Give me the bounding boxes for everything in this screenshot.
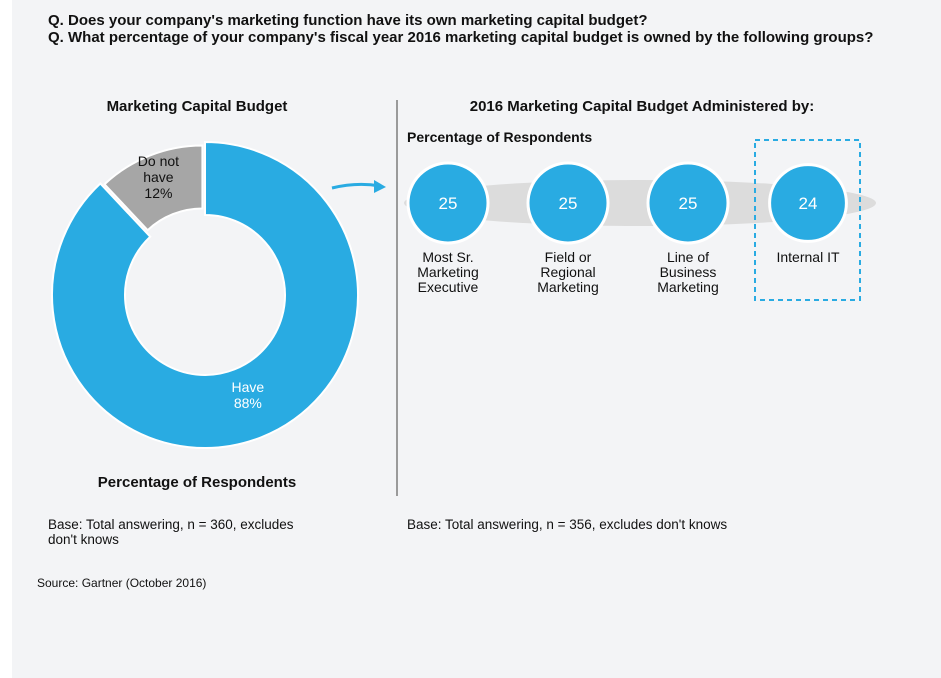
- bubble: [768, 163, 848, 243]
- note: Base: Total answering, n = 356, excludes…: [407, 517, 728, 532]
- subtitle: Percentage of Respondents: [407, 129, 593, 145]
- question: Q. Does your company's marketing functio…: [48, 12, 648, 29]
- slice-value: 12%: [144, 185, 173, 202]
- category-label: Internal IT: [776, 249, 840, 265]
- question: Q. What percentage of your company's fis…: [48, 29, 874, 46]
- slice: [103, 144, 204, 232]
- category-label: Field or Regional Marketing: [537, 249, 599, 295]
- slice: [51, 140, 359, 449]
- arrow-head: [374, 180, 386, 193]
- arrow: [331, 182, 381, 190]
- page: 25 25 25 24 Q. Does your company's marketin…: [12, 0, 941, 678]
- highlight-box: [754, 139, 861, 301]
- category-label: Most Sr. Marketing Executive: [417, 249, 479, 295]
- bubble-value: 25: [559, 194, 578, 213]
- bubble-value: 25: [679, 194, 698, 213]
- slice-label: Do not have: [137, 153, 180, 186]
- note: Base: Total answering, n = 360, excludes…: [48, 517, 294, 547]
- bubble-value: 25: [439, 194, 458, 213]
- bubble: [646, 161, 730, 245]
- slice-label: Have: [231, 379, 265, 396]
- axis-label: Percentage of Respondents: [97, 474, 297, 491]
- category-label: Line of Business Marketing: [657, 249, 719, 295]
- chart: 25 25 25 24: [51, 100, 876, 496]
- slice-value: 88%: [233, 395, 262, 412]
- source: Source: Gartner (October 2016): [37, 576, 207, 590]
- chart-title: 2016 Marketing Capital Budget Administer…: [469, 98, 815, 115]
- bubble-value: 24: [799, 194, 818, 213]
- chart-title: Marketing Capital Budget: [106, 98, 288, 115]
- band: [404, 180, 876, 226]
- bubble: [526, 161, 610, 245]
- bubble: [406, 161, 490, 245]
